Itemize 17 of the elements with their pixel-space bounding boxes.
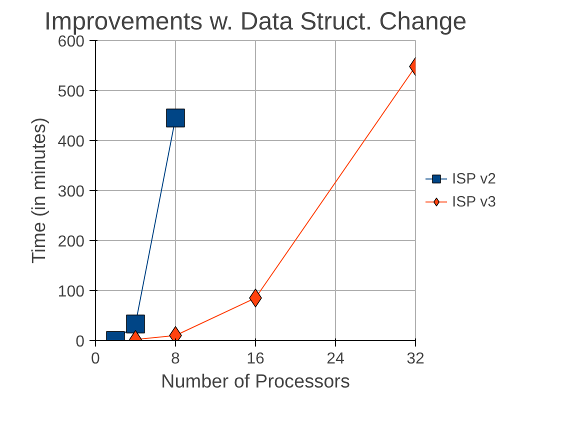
y-tick-label: 300 [58, 184, 85, 200]
x-tick-label: 16 [246, 350, 264, 368]
legend-label: ISP v3 [452, 193, 496, 210]
legend-label: ISP v2 [452, 170, 496, 187]
y-axis-title: Time (in minutes) [28, 117, 50, 264]
y-tick-label: 600 [58, 34, 85, 50]
x-tick-label: 32 [406, 350, 424, 368]
y-tick-label: 0 [76, 334, 85, 350]
x-tick-label: 0 [91, 350, 100, 368]
x-tick-label: 8 [171, 350, 180, 368]
x-axis-title: Number of Processors [160, 372, 350, 392]
y-tick-label: 500 [58, 84, 85, 100]
y-tick-label: 400 [58, 134, 85, 150]
chart-title: Improvements w. Data Struct. Change [44, 8, 467, 36]
y-tick-label: 200 [58, 234, 85, 250]
x-tick-label: 24 [326, 350, 344, 368]
y-tick-label: 100 [58, 284, 85, 300]
